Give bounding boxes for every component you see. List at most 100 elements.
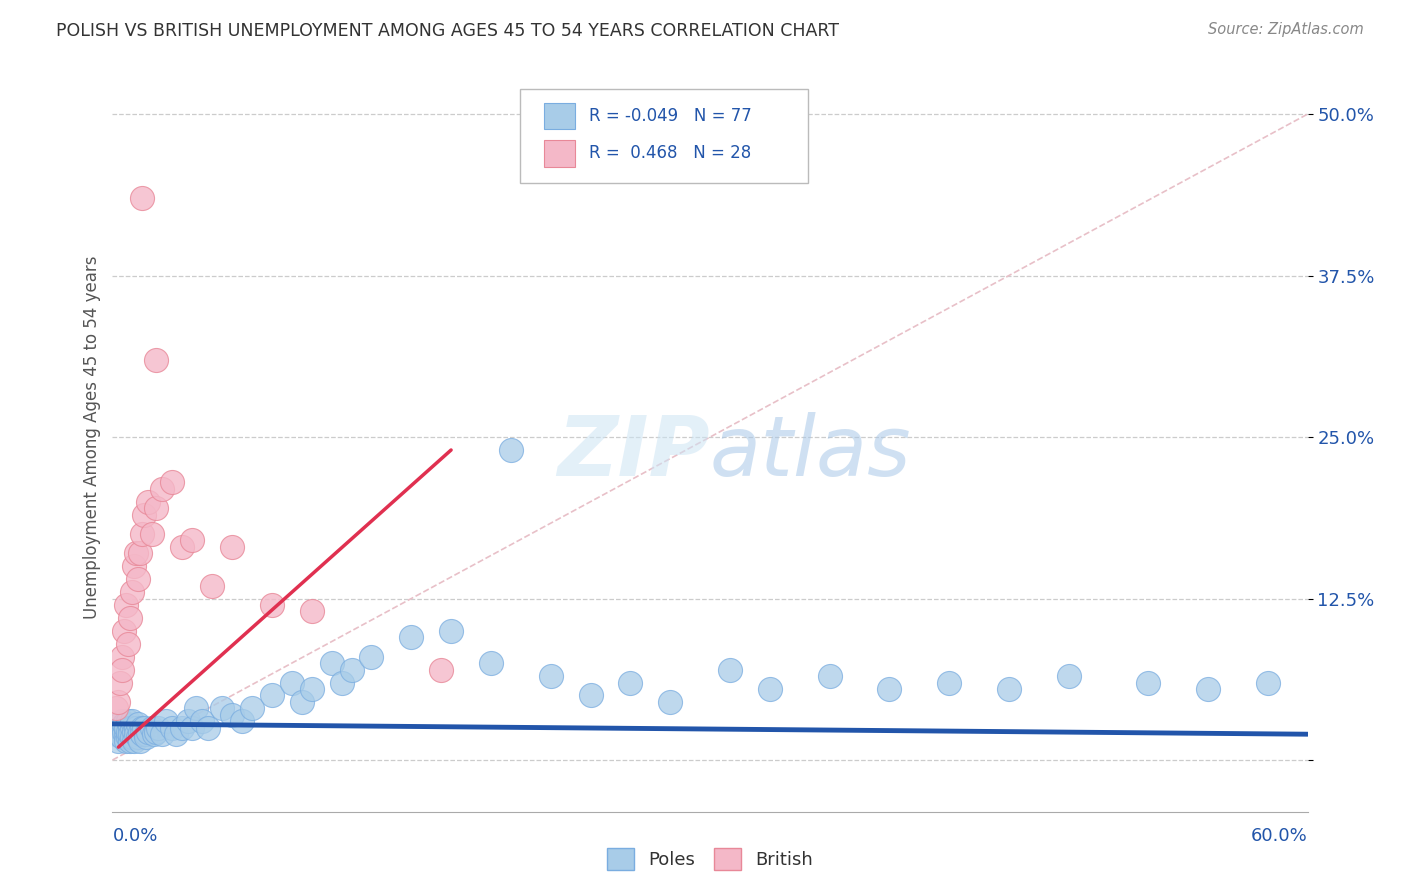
Text: Source: ZipAtlas.com: Source: ZipAtlas.com <box>1208 22 1364 37</box>
Point <box>818 669 841 683</box>
Point <box>191 714 214 729</box>
Point <box>120 611 142 625</box>
Point <box>231 714 253 729</box>
Text: ZIP: ZIP <box>557 411 710 492</box>
Point <box>131 191 153 205</box>
Point <box>114 717 135 731</box>
Point <box>124 733 146 747</box>
Point <box>129 724 152 739</box>
Point <box>197 721 219 735</box>
Point <box>145 501 167 516</box>
Point <box>117 714 139 729</box>
Point <box>127 572 149 586</box>
Point <box>201 579 224 593</box>
Point <box>129 546 152 560</box>
Point <box>211 701 233 715</box>
Point <box>117 724 139 739</box>
Point <box>127 717 149 731</box>
Point <box>138 494 160 508</box>
Point <box>1057 669 1080 683</box>
Point <box>360 649 382 664</box>
Point <box>145 724 167 739</box>
Point <box>121 721 143 735</box>
Point <box>120 721 142 735</box>
Point <box>138 724 160 739</box>
Point <box>260 598 283 612</box>
Text: 60.0%: 60.0% <box>1251 827 1308 846</box>
Point <box>111 649 134 664</box>
Point <box>150 727 173 741</box>
Point <box>120 727 142 741</box>
Point <box>111 730 134 744</box>
Text: POLISH VS BRITISH UNEMPLOYMENT AMONG AGES 45 TO 54 YEARS CORRELATION CHART: POLISH VS BRITISH UNEMPLOYMENT AMONG AGE… <box>56 22 839 40</box>
Point <box>131 727 153 741</box>
Point <box>111 714 134 729</box>
Point <box>129 733 152 747</box>
Point <box>121 585 143 599</box>
Point <box>172 540 194 554</box>
Point <box>117 637 139 651</box>
Point <box>181 533 204 548</box>
Point <box>330 675 353 690</box>
Point <box>143 727 166 741</box>
Point <box>301 605 323 619</box>
Point <box>291 695 314 709</box>
Text: 0.0%: 0.0% <box>112 827 157 846</box>
Point <box>718 663 741 677</box>
Point <box>221 540 243 554</box>
Point <box>186 701 208 715</box>
Point <box>124 559 146 574</box>
Point <box>124 724 146 739</box>
Point <box>115 598 138 612</box>
Point <box>440 624 463 638</box>
Point <box>114 724 135 739</box>
Point <box>938 675 960 690</box>
Point <box>759 681 782 696</box>
Point <box>105 701 128 715</box>
Point <box>131 527 153 541</box>
Point <box>115 733 138 747</box>
Point <box>260 689 283 703</box>
Point <box>579 689 602 703</box>
Point <box>340 663 363 677</box>
Point <box>221 707 243 722</box>
Point <box>125 546 148 560</box>
Point <box>165 727 187 741</box>
Point <box>1137 675 1160 690</box>
Point <box>659 695 682 709</box>
Point <box>121 714 143 729</box>
Point <box>110 721 132 735</box>
Point <box>114 624 135 638</box>
Point <box>540 669 562 683</box>
Point <box>135 727 157 741</box>
Point <box>127 730 149 744</box>
Point <box>181 721 204 735</box>
Point <box>155 714 177 729</box>
Point <box>162 475 183 490</box>
Point <box>148 721 170 735</box>
Point <box>150 482 173 496</box>
Legend: Poles, British: Poles, British <box>600 841 820 878</box>
Point <box>301 681 323 696</box>
Point <box>1257 675 1279 690</box>
Point <box>172 721 194 735</box>
Point <box>111 663 134 677</box>
Y-axis label: Unemployment Among Ages 45 to 54 years: Unemployment Among Ages 45 to 54 years <box>83 255 101 619</box>
Point <box>107 733 129 747</box>
Point <box>115 721 138 735</box>
Point <box>125 721 148 735</box>
Point <box>105 727 128 741</box>
Point <box>115 727 138 741</box>
Point <box>141 721 163 735</box>
Point <box>430 663 453 677</box>
Point <box>107 695 129 709</box>
Point <box>401 630 423 644</box>
Point <box>120 733 142 747</box>
Point <box>619 675 641 690</box>
Point <box>117 730 139 744</box>
Point <box>1197 681 1219 696</box>
Point <box>321 656 343 670</box>
Point <box>135 730 157 744</box>
Point <box>121 730 143 744</box>
Point <box>499 442 522 457</box>
